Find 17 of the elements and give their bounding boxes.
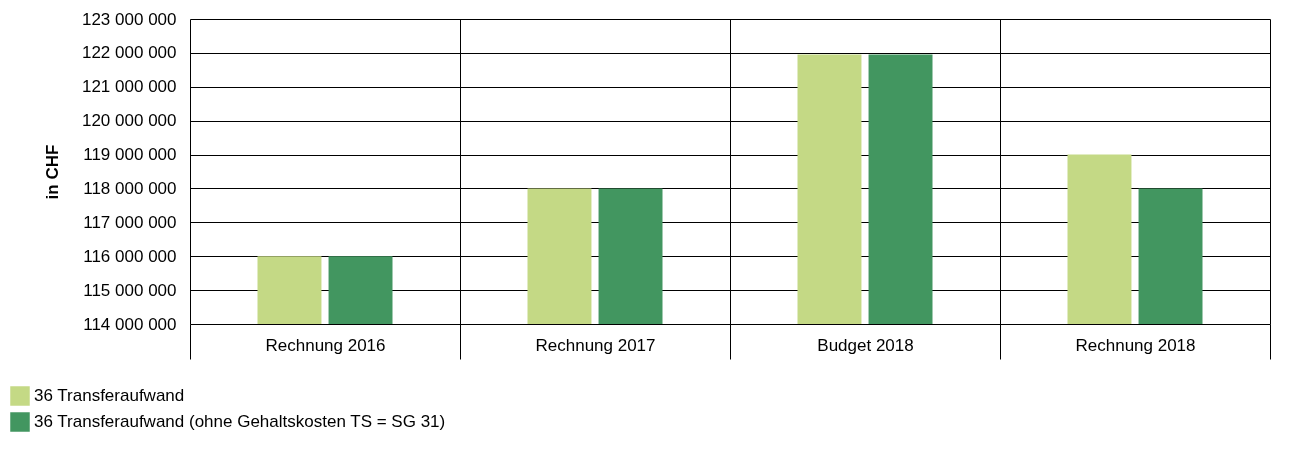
y-tick-label: 120 000 000 bbox=[81, 111, 177, 131]
y-tick-label: 116 000 000 bbox=[83, 246, 177, 266]
y-tick-label: 121 000 000 bbox=[81, 77, 177, 97]
x-tick-label: Rechnung 2016 bbox=[265, 335, 386, 355]
y-tick-label: 114 000 000 bbox=[83, 314, 177, 334]
y-axis-title: in CHF bbox=[42, 144, 62, 200]
y-tick-label: 118 000 000 bbox=[83, 178, 177, 198]
x-tick-label: Rechnung 2017 bbox=[535, 335, 656, 355]
y-tick-label: 123 000 000 bbox=[81, 9, 177, 29]
legend-label: 36 Transferaufwand (ohne Gehaltskosten TS = SG 31) bbox=[34, 412, 446, 431]
x-tick-label: Rechnung 2018 bbox=[1075, 335, 1196, 355]
y-tick-label: 117 000 000 bbox=[83, 212, 177, 232]
x-tick-label: Budget 2018 bbox=[817, 335, 914, 355]
y-tick-label: 115 000 000 bbox=[83, 280, 177, 300]
y-tick-label: 119 000 000 bbox=[83, 145, 177, 165]
legend-label: 36 Transferaufwand bbox=[34, 386, 185, 405]
y-tick-label: 122 000 000 bbox=[81, 43, 177, 63]
